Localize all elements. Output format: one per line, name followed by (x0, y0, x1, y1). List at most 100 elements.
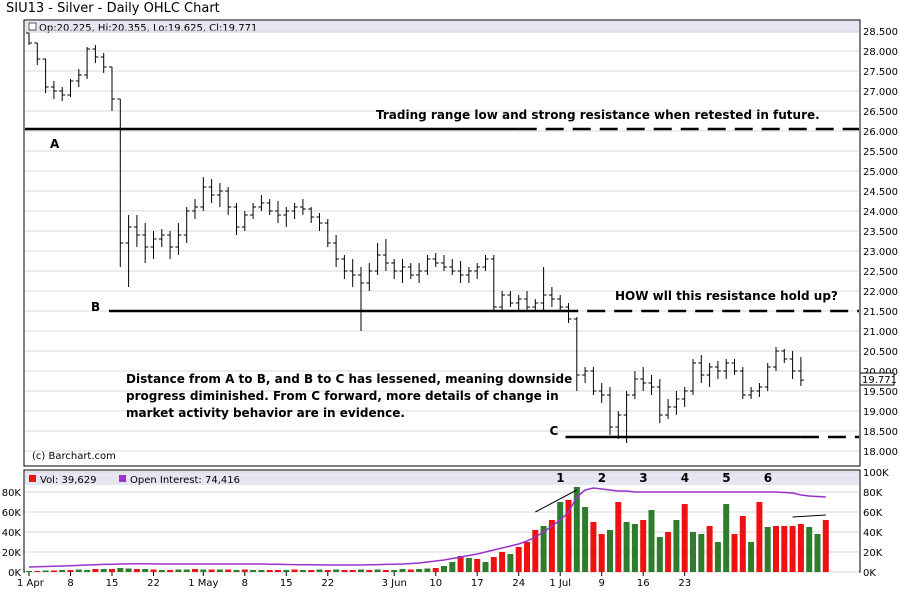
price-y-tick: 18.000 (863, 447, 898, 458)
volume-bar (590, 522, 597, 572)
ohlc-bar (117, 98, 124, 267)
price-y-tick: 23.500 (863, 227, 898, 238)
price-y-tick: 25.000 (863, 167, 898, 178)
volume-bar (474, 559, 481, 572)
x-tick-label: 10 (429, 578, 442, 589)
ohlc-bar (739, 367, 746, 399)
volume-bar (432, 568, 439, 572)
ohlc-bar (441, 255, 447, 271)
price-y-tick: 27.500 (863, 67, 898, 78)
ohlc-bar (59, 87, 66, 101)
price-y-axis: 28.500 28.000 27.500 27.000 26.500 26.000 25.5… (863, 27, 898, 458)
volume-bar (133, 569, 140, 572)
oi-legend: Open Interest: 74,416 (130, 475, 240, 486)
volume-bar (407, 569, 414, 572)
ohlc-bar (266, 199, 273, 215)
price-y-tick: 28.000 (863, 47, 898, 58)
price-y-tick: 23.000 (863, 247, 898, 258)
ohlc-bar (573, 317, 580, 391)
ohlc-bar (158, 229, 165, 247)
volume-bar (548, 520, 555, 572)
volume-bar (723, 504, 730, 572)
volume-bar (698, 534, 705, 572)
ohlc-bar (499, 291, 506, 311)
ohlc-bar (133, 215, 140, 247)
ohlc-bar (698, 355, 705, 383)
volume-bar (158, 570, 165, 572)
x-tick-label: 22 (321, 578, 334, 589)
ohlc-bar (399, 259, 406, 283)
volume-bar (607, 530, 613, 572)
volume-bar (714, 542, 721, 572)
x-tick-label: 22 (147, 578, 160, 589)
volume-bar (117, 568, 124, 572)
ohlc-bar (316, 213, 323, 231)
price-y-tick: 21.500 (863, 307, 898, 318)
ohlc-bar (731, 359, 738, 375)
ohlc-bar (341, 255, 348, 279)
volume-bar (84, 570, 91, 572)
volume-bar (333, 569, 340, 572)
ohlc-bar (308, 207, 315, 223)
volume-bar (499, 552, 506, 572)
volume-marker: 4 (681, 471, 689, 485)
ohlc-bar (275, 201, 281, 223)
ohlc-bar (258, 195, 265, 211)
ohlc-bar (208, 179, 215, 203)
ohlc-bar (50, 81, 57, 99)
x-tick-label: 8 (67, 578, 73, 589)
volume-bar (465, 558, 472, 572)
ohlc-bar (557, 295, 564, 311)
volume-legend: Vol: 39,629 (40, 475, 97, 486)
volume-bar (324, 570, 331, 572)
price-y-tick: 18.500 (863, 427, 898, 438)
ohlc-bar (449, 259, 456, 275)
volume-bar (665, 532, 672, 572)
volume-bar (615, 502, 622, 572)
x-tick-label: 9 (599, 578, 605, 589)
volume-bar (822, 520, 829, 572)
volume-bar (656, 537, 663, 572)
ohlc-bar (607, 387, 613, 435)
volume-bar (690, 532, 696, 572)
ohlc-bar (781, 349, 788, 363)
volume-bar (266, 570, 273, 572)
ohlc-bar (615, 411, 622, 439)
volume-bar (233, 570, 240, 572)
volume-bar (26, 571, 32, 572)
watermark: (c) Barchart.com (32, 451, 116, 462)
volume-y-tick-left: 60K (2, 508, 22, 519)
volume-y-tick-left: 80K (2, 488, 22, 499)
ohlc-bar (216, 183, 223, 207)
volume-bar (349, 570, 356, 572)
volume-bar (125, 568, 132, 572)
volume-header-band (25, 471, 859, 485)
last-price-tag: 19.771 (859, 372, 897, 386)
volume-bar (731, 534, 738, 572)
volume-y-tick-right: 100K (863, 468, 889, 479)
ohlc-bar (465, 267, 472, 283)
ohlc-bar (233, 203, 240, 235)
ohlc-bar (631, 371, 638, 399)
ohlc-bar (773, 347, 779, 371)
volume-bar (797, 524, 804, 572)
ohlc-bar (490, 255, 497, 311)
ohlc-bar (474, 263, 481, 279)
ohlc-bar (283, 207, 290, 227)
volume-bar (366, 570, 373, 572)
ohlc-bar (241, 211, 248, 231)
volume-bar (507, 554, 514, 572)
volume-bar (648, 510, 655, 572)
volume-bar (515, 547, 522, 572)
volume-bar (358, 569, 364, 572)
price-y-tick: 20.500 (863, 347, 898, 358)
ohlc-bar (349, 259, 356, 287)
volume-bar (773, 526, 779, 572)
price-bars (26, 32, 804, 443)
x-tick-label: 15 (280, 578, 293, 589)
x-tick-label: 1 May (188, 578, 218, 589)
annotation-resistance: Trading range low and strong resistance … (376, 108, 820, 122)
ohlc-bar (681, 387, 688, 407)
x-axis: 1 Apr 8 15 22 1 May 8 15 22 3 Jun 10 17 24 1 Jul 9 16 2… (17, 572, 691, 589)
